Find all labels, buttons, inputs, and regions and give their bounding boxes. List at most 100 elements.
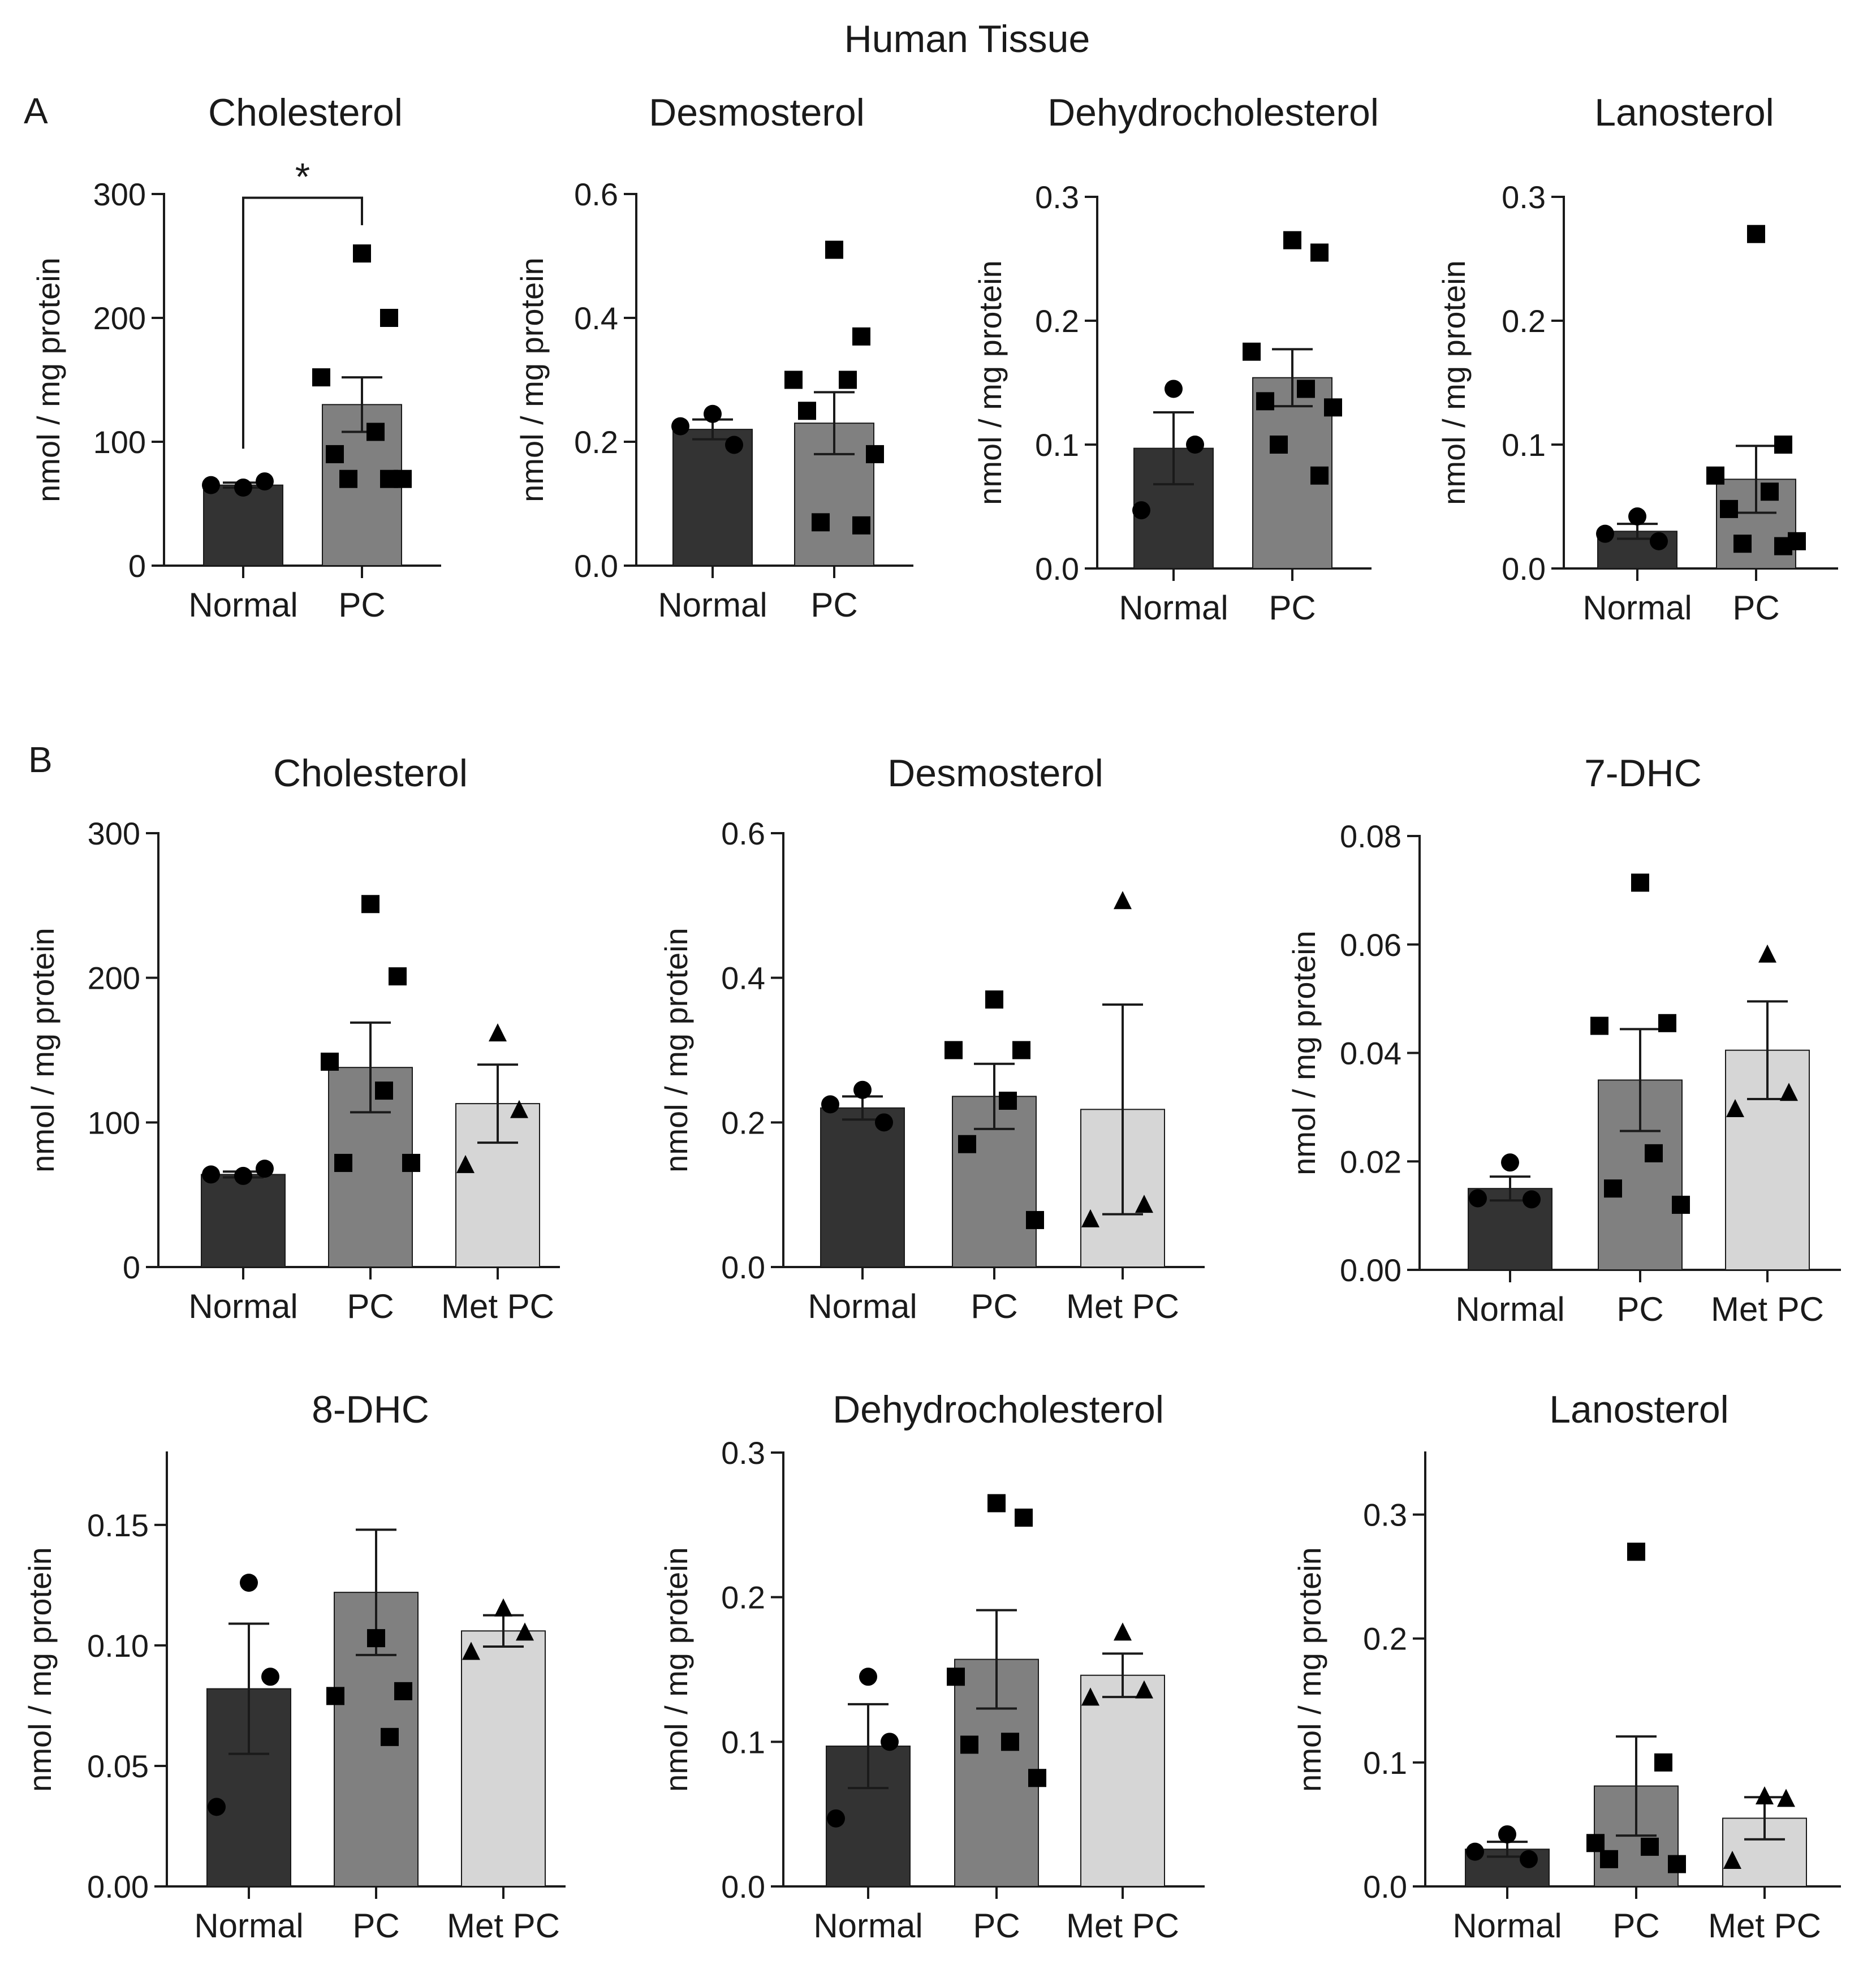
point-normal (234, 1166, 252, 1185)
point-normal (1132, 501, 1150, 520)
x-tick-label-pc: PC (973, 1907, 1020, 1945)
point-pc (1297, 380, 1315, 398)
point-pc (1627, 1543, 1645, 1561)
point-normal (859, 1668, 877, 1686)
point-normal (671, 417, 689, 436)
chart-title: Cholesterol (208, 91, 403, 134)
y-tick-label: 0.0 (721, 1869, 765, 1905)
y-tick-label: 0.04 (1340, 1036, 1401, 1071)
y-tick-label: 0.05 (87, 1748, 149, 1784)
y-tick-label: 0.3 (1502, 179, 1546, 215)
point-met-pc (1135, 1680, 1153, 1699)
point-normal (1596, 524, 1614, 543)
point-pc (375, 1082, 393, 1100)
x-tick-label-normal: Normal (194, 1907, 303, 1945)
x-tick-label-normal: Normal (813, 1907, 922, 1945)
point-met-pc (489, 1023, 507, 1042)
chart-title: Lanosterol (1594, 91, 1774, 134)
y-tick-label: 0.06 (1340, 927, 1401, 963)
bar-normal (201, 1174, 286, 1268)
point-normal (1165, 380, 1183, 398)
y-axis-label: nmol / mg protein (1286, 930, 1322, 1175)
point-pc (1001, 1733, 1019, 1751)
point-met-pc (456, 1154, 475, 1173)
x-tick-label-pc: PC (810, 586, 857, 624)
y-axis-label: nmol / mg protein (25, 928, 61, 1173)
chart-b-lanosterol: Lanosterol nmol / mg protein 0.0 0.1 0.2 0.3 N… (1292, 1388, 1841, 1945)
bar-normal (203, 484, 283, 567)
chart-a-dehydrocholesterol: Dehydrocholesterol nmol / mg protein 0.0 0.… (972, 91, 1379, 627)
y-tick-label: 0.4 (574, 300, 618, 336)
y-tick-label: 200 (88, 960, 140, 996)
x-tick-label-normal: Normal (1455, 1290, 1564, 1328)
point-pc (852, 327, 870, 346)
y-tick-label: 0.2 (1035, 303, 1079, 339)
point-pc (1324, 398, 1342, 417)
point-pc (839, 370, 857, 389)
chart-title: Dehydrocholesterol (1047, 91, 1379, 134)
y-tick-label: 300 (88, 816, 140, 851)
y-axis-label: nmol / mg protein (658, 928, 694, 1173)
point-normal (875, 1113, 893, 1132)
y-axis-label: nmol / mg protein (1292, 1547, 1327, 1792)
point-normal (208, 1798, 226, 1816)
point-pc (945, 1041, 963, 1059)
point-pc (334, 1153, 352, 1172)
point-normal (704, 404, 722, 423)
x-tick-label-pc: PC (352, 1907, 399, 1945)
point-pc (852, 516, 870, 535)
point-pc (1600, 1850, 1618, 1868)
point-pc (353, 244, 371, 263)
x-tick-label-met-pc: Met PC (1708, 1907, 1821, 1945)
point-met-pc (1114, 1622, 1132, 1641)
point-pc (1761, 482, 1779, 501)
y-tick-label: 0.00 (87, 1869, 149, 1905)
point-normal (202, 1165, 220, 1184)
point-normal (1498, 1825, 1516, 1843)
point-pc (380, 309, 398, 327)
x-tick-label-met-pc: Met PC (441, 1287, 554, 1325)
y-tick-label: 0.2 (1363, 1621, 1407, 1657)
point-pc (1243, 342, 1261, 361)
y-tick-label: 0.6 (721, 816, 765, 851)
chart-title: Dehydrocholesterol (833, 1388, 1164, 1431)
chart-a-lanosterol: Lanosterol nmol / mg protein 0.0 0.1 0.2 0.3 N… (1436, 91, 1838, 627)
y-tick-label: 0.2 (721, 1105, 765, 1140)
x-tick-label-pc: PC (971, 1287, 1017, 1325)
y-tick-label: 0.10 (87, 1628, 149, 1664)
point-pc (339, 469, 357, 488)
x-tick-label-normal: Normal (1452, 1907, 1562, 1945)
point-pc (366, 423, 385, 441)
chart-b-8-dhc: 8-DHC nmol / mg protein 0.00 0.05 0.10 0.15 No… (22, 1388, 566, 1945)
point-pc (1028, 1769, 1046, 1787)
x-tick-label-met-pc: Met PC (447, 1907, 560, 1945)
point-pc (367, 1629, 385, 1648)
point-met-pc (462, 1641, 480, 1660)
bar-met-pc (1080, 1674, 1165, 1887)
point-pc (326, 1687, 344, 1705)
figure-title: Human Tissue (844, 18, 1090, 61)
point-met-pc (1114, 891, 1132, 910)
point-pc (947, 1668, 965, 1686)
y-tick-label: 0.1 (1035, 427, 1079, 463)
chart-b-dehydrocholesterol: Dehydrocholesterol nmol / mg protein 0.0 0.… (658, 1388, 1205, 1945)
chart-title: Cholesterol (273, 752, 468, 795)
point-normal (261, 1668, 279, 1686)
point-met-pc (1777, 1789, 1795, 1807)
point-pc (1310, 243, 1329, 262)
point-pc (1015, 1509, 1033, 1527)
point-normal (1520, 1850, 1538, 1868)
point-met-pc (1780, 1083, 1798, 1101)
chart-b-cholesterol: Cholesterol nmol / mg protein 0 100 200 300 No… (25, 752, 560, 1325)
y-tick-label: 0.2 (721, 1580, 765, 1615)
point-met-pc (1081, 1209, 1099, 1227)
y-tick-label: 100 (93, 424, 146, 460)
x-tick-label-pc: PC (1612, 1907, 1659, 1945)
panel-letter-a: A (24, 91, 48, 131)
bar-normal (820, 1107, 905, 1268)
point-pc (326, 445, 344, 463)
point-pc (1706, 466, 1724, 485)
y-tick-label: 300 (93, 176, 146, 212)
bar-met-pc (461, 1630, 546, 1888)
point-normal (1650, 532, 1668, 550)
